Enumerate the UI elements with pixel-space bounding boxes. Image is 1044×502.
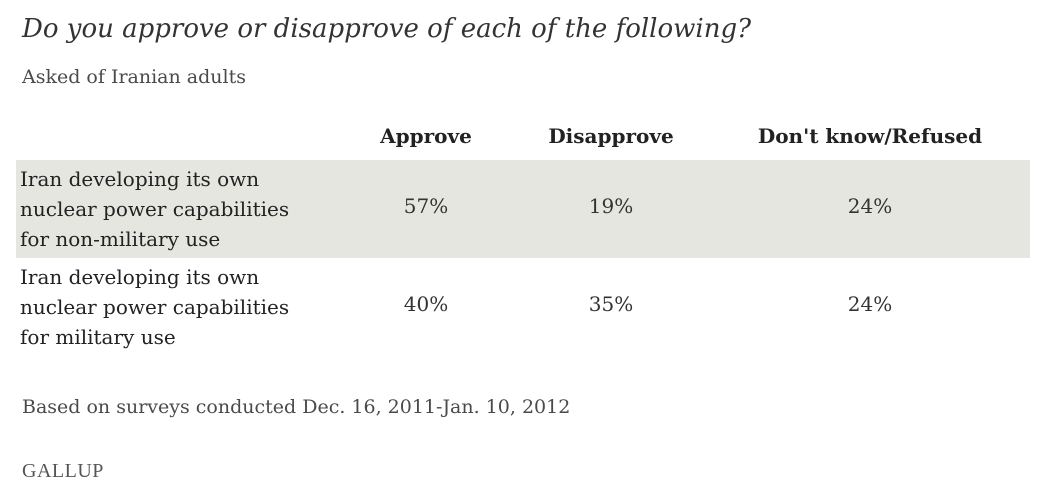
chart-subtitle: Asked of Iranian adults (22, 66, 246, 88)
row-label-line: Iran developing its own (20, 167, 260, 191)
row-label-line: for military use (20, 325, 176, 349)
cell-approve: 40% (403, 292, 449, 316)
row-label: Iran developing its own nuclear power ca… (20, 262, 320, 352)
column-header-dont-know: Don't know/Refused (757, 124, 983, 148)
cell-approve: 57% (403, 194, 449, 218)
row-label-line: nuclear power capabilities (20, 295, 290, 319)
cell-disapprove: 19% (588, 194, 634, 218)
row-label-line: Iran developing its own (20, 265, 260, 289)
row-label-line: nuclear power capabilities (20, 197, 290, 221)
row-label: Iran developing its own nuclear power ca… (20, 164, 320, 254)
cell-disapprove: 35% (588, 292, 634, 316)
row-label-line: for non-military use (20, 227, 221, 251)
cell-dont-know: 24% (847, 194, 893, 218)
chart-title: Do you approve or disapprove of each of … (22, 14, 752, 44)
table-header-row: Approve Disapprove Don't know/Refused (16, 118, 1030, 160)
column-header-approve: Approve (380, 124, 472, 148)
table-row: Iran developing its own nuclear power ca… (16, 258, 1030, 356)
survey-note: Based on surveys conducted Dec. 16, 2011… (22, 396, 571, 418)
gallup-logo: GALLUP (22, 460, 104, 482)
cell-dont-know: 24% (847, 292, 893, 316)
results-table: Approve Disapprove Don't know/Refused Ir… (16, 118, 1030, 356)
column-header-disapprove: Disapprove (548, 124, 674, 148)
table-row: Iran developing its own nuclear power ca… (16, 160, 1030, 258)
